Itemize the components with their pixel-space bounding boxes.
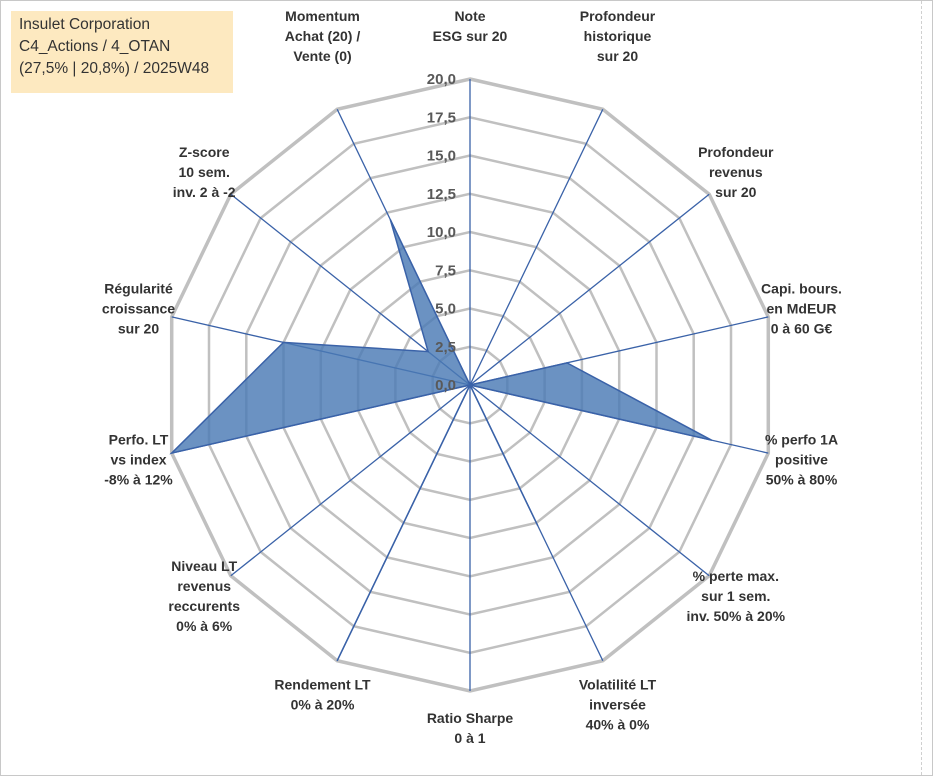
- axis-label: Note ESG sur 20: [433, 8, 508, 44]
- company-name: Insulet Corporation: [19, 16, 150, 33]
- radar-series: [169, 219, 713, 662]
- tick-label: 7,5: [435, 262, 456, 279]
- tick-label: 20,0: [427, 71, 456, 88]
- data-point: [566, 362, 568, 364]
- radar-tick-labels: 0,0 2,5 5,0 7,5 10,0 12,5 15,0 17,5 20,0: [427, 71, 456, 394]
- tick-label: 0,0: [435, 377, 456, 394]
- axis-label: Perfo. LT vs index -8% à 12%: [104, 432, 173, 488]
- tick-label: 17,5: [427, 109, 456, 126]
- radar-axis-labels: Note ESG sur 20 Profondeur historique sur 20…: [102, 8, 842, 746]
- axis-label: Profondeur revenus sur 20: [698, 144, 774, 200]
- axis-label: Rendement LT 0% à 20%: [274, 676, 371, 712]
- axis-spoke: [469, 384, 710, 577]
- data-point: [537, 525, 539, 527]
- axis-label: Volatilité LT inversée 40% à 0%: [579, 676, 657, 732]
- axis-label: % perfo 1A positive 50% à 80%: [765, 432, 838, 488]
- page-edge-divider: [921, 1, 922, 775]
- tick-label: 2,5: [435, 339, 456, 356]
- axis-spoke: [469, 193, 710, 386]
- axis-label: Z-score 10 sem. inv. 2 à -2: [173, 144, 236, 200]
- title-box: Insulet Corporation C4_Actions / 4_OTAN …: [11, 11, 233, 93]
- portfolio-path: C4_Actions / 4_OTAN: [19, 38, 171, 55]
- data-point: [427, 351, 429, 353]
- axis-label: Régularité croissance sur 20: [102, 280, 175, 336]
- axis-label: Niveau LT revenus reccurents 0% à 6%: [168, 558, 240, 634]
- axis-label: Ratio Sharpe 0 à 1: [427, 710, 514, 746]
- axis-spoke: [230, 384, 471, 577]
- tick-label: 10,0: [427, 224, 456, 241]
- data-point: [389, 219, 391, 221]
- tick-label: 5,0: [435, 301, 456, 318]
- data-point: [171, 452, 173, 454]
- axis-label: Profondeur historique sur 20: [580, 8, 656, 64]
- data-point: [711, 439, 713, 441]
- tick-label: 15,0: [427, 148, 456, 165]
- data-point: [336, 660, 338, 662]
- tick-label: 12,5: [427, 186, 456, 203]
- portfolio-stats: (27,5% | 20,8%) / 2025W48: [19, 60, 210, 77]
- axis-label: Momentum Achat (20) / Vente (0): [285, 8, 361, 64]
- axis-label: Capi. bours. en MdEUR 0 à 60 G€: [761, 280, 842, 336]
- data-point: [283, 341, 284, 343]
- axis-label: % perte max. sur 1 sem. inv. 50% à 20%: [687, 568, 786, 624]
- data-point: [469, 384, 471, 386]
- axis-spoke: [469, 109, 604, 386]
